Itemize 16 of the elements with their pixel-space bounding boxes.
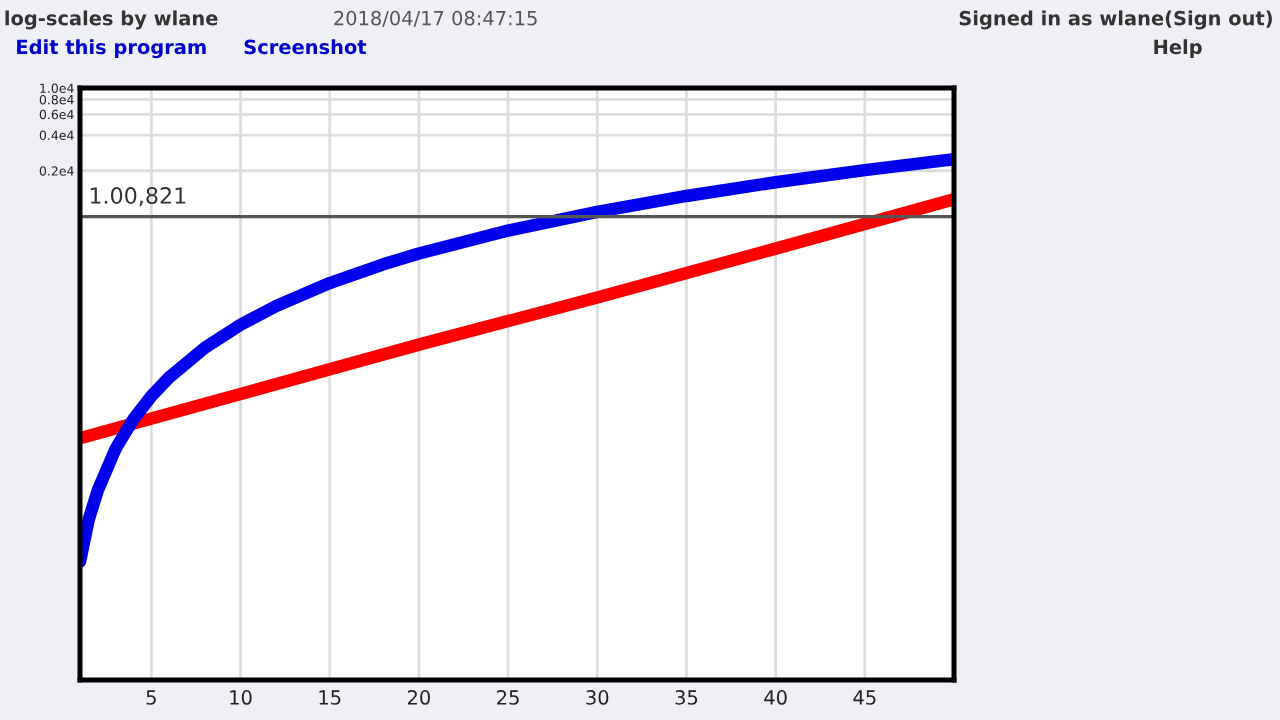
x-tick-label: 5 <box>146 690 156 705</box>
x-tick-label: 45 <box>853 690 876 705</box>
x-tick-label: 35 <box>675 690 698 705</box>
x-tick-label: 15 <box>319 690 341 705</box>
x-tick-label: 25 <box>497 690 519 705</box>
ref-line-label: 1.00,821 <box>90 187 186 207</box>
x-tick-label: 20 <box>407 690 430 705</box>
text: Screenshot <box>244 39 367 55</box>
chart-title: log-scales by wlane <box>5 10 218 30</box>
text: Signed in as wlane(Sign out) <box>959 10 1272 30</box>
text: Edit this program <box>17 39 206 59</box>
x-tick-label: 40 <box>764 690 787 705</box>
chart-subtitle: 2018/04/17 08:47:15 <box>334 10 537 27</box>
x-tick-label: 10 <box>230 690 252 705</box>
text: Help <box>1154 39 1202 59</box>
x-tick-label: 30 <box>586 690 609 705</box>
